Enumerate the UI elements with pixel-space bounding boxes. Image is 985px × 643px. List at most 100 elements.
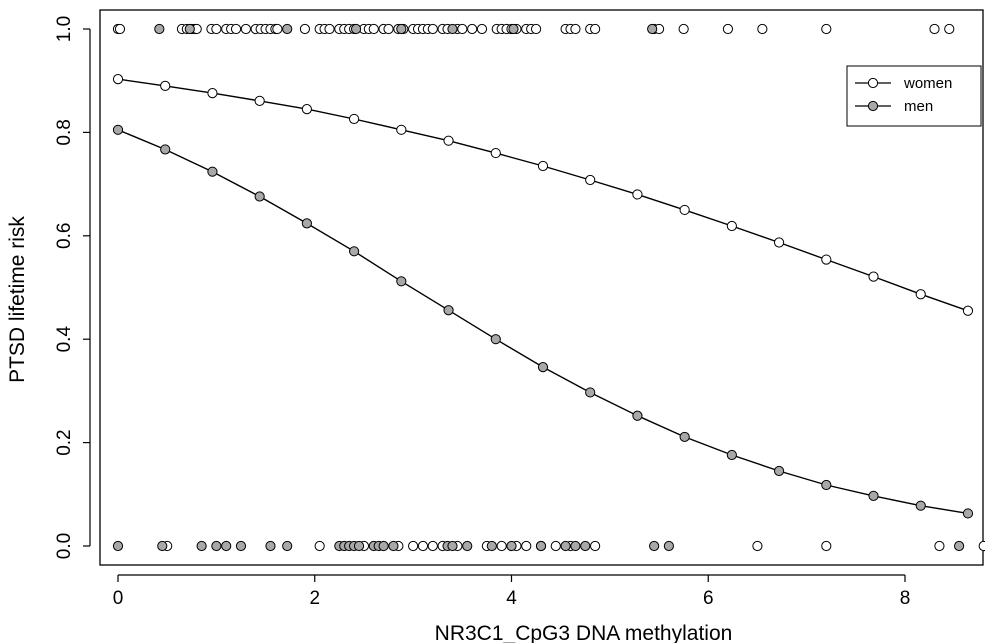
curve-point-men [726,449,737,461]
observation-point-women [530,23,542,35]
observation-point-women [368,23,379,35]
observation-point-men [535,540,547,552]
observation-point-women [230,23,242,35]
curve-point-women [396,124,407,135]
observation-point-men [388,540,399,552]
observation-point-women [570,23,581,35]
legend-box [846,65,982,127]
legend-label-women: women [903,75,952,92]
curve-point-women [537,160,549,172]
curve-point-women [112,74,124,85]
observation-point-men [580,540,591,552]
x-tick-label: 8 [900,588,911,609]
curve-point-women [160,80,171,91]
observation-point-men [112,540,124,552]
observation-point-men [184,23,195,35]
y-axis-title: PTSD lifetime risk [6,216,29,383]
x-tick-label: 2 [309,588,320,609]
observation-point-women [417,540,429,552]
observation-point-men [649,540,660,552]
y-tick-label: 0.6 [54,223,75,249]
curve-point-women [915,289,926,300]
observation-point-women [978,540,985,552]
curve-point-women [726,220,737,232]
curve-point-men [679,431,690,443]
curve-point-women [962,305,974,316]
observation-point-women [408,540,419,552]
curve-point-women [632,189,643,200]
observation-point-women [678,23,689,35]
y-tick-label: 0.0 [54,533,75,559]
curve-point-men [160,144,171,155]
curve-point-women [443,135,454,146]
observation-point-women [944,23,955,35]
observation-point-men [265,540,276,552]
observation-point-men [154,23,165,35]
y-tick-label: 0.2 [54,429,75,455]
observation-point-women [821,540,832,552]
observation-point-women [590,23,601,35]
observation-point-women [757,23,768,35]
observation-point-men [211,540,222,552]
curve-point-men [112,124,124,135]
observation-point-women [299,23,311,35]
curve-point-men [254,191,265,202]
curve-point-men [632,410,643,421]
axes: 0 2 4 6 8 0.0 0.2 0.4 0.6 0.8 1.0 [54,9,984,609]
observation-point-men [560,540,571,552]
curve-point-women [301,104,312,115]
legend-marker-women [867,77,879,89]
curve-point-women [585,174,596,186]
observation-point-men [350,23,362,35]
observation-point-men [396,23,407,35]
observation-point-men [506,540,517,552]
observation-point-women [521,540,532,552]
fitted-curves [112,74,974,519]
curve-point-men [349,246,360,257]
observation-point-men [282,540,293,552]
observation-point-men [663,540,675,552]
observation-point-men [196,540,207,552]
curve-point-men [443,305,454,316]
observation-point-men [235,540,247,552]
observation-point-women [590,540,601,552]
y-tick-label: 1.0 [54,16,75,42]
curve-point-men [585,387,596,398]
curve-point-women [773,237,785,248]
legend-marker-men [867,100,879,112]
observation-point-women [496,540,507,552]
x-tick-label: 6 [703,588,714,609]
legend: women men [846,65,982,127]
legend-label-men: men [904,98,933,115]
observation-point-men [508,23,519,35]
x-tick-label: 0 [113,588,124,609]
observation-point-women [383,23,394,35]
curve-point-women [254,95,265,106]
observation-point-women [114,23,126,35]
curve-point-men [490,334,501,345]
curve-point-men [821,479,832,491]
curve-point-women [868,271,879,282]
curve-point-men [207,166,218,177]
observation-point-women [457,23,468,35]
observation-point-women [211,23,222,35]
observation-point-women [934,540,945,552]
curve-point-women [349,113,360,125]
observation-point-men [447,23,458,35]
curve-point-men [868,490,879,501]
observation-point-men [221,540,232,552]
observation-point-women [722,23,734,35]
data-points [112,23,985,552]
observation-point-women [427,540,438,552]
plot-border [99,9,984,566]
observation-point-men [570,540,581,552]
curve-point-women [821,254,832,265]
y-tick-label: 0.8 [54,119,75,145]
observation-point-men [954,540,965,552]
observation-point-men [353,540,365,552]
observation-point-women [240,23,251,35]
curve-line-women [117,78,969,312]
observation-point-men [282,23,293,35]
observation-point-men [462,540,473,552]
observation-point-women [752,540,763,552]
